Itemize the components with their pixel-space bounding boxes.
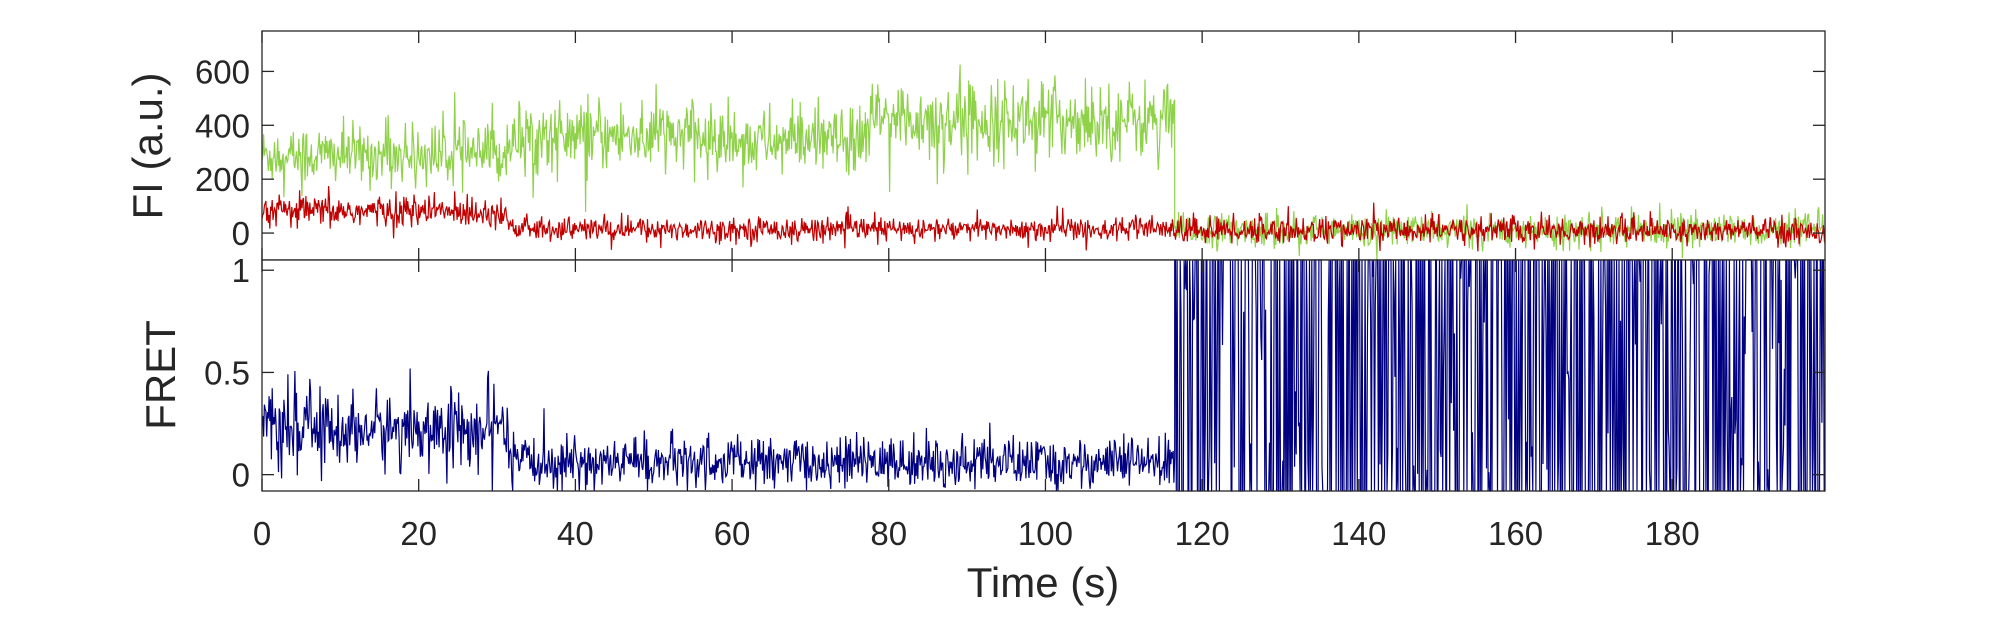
bottom-panel: 00.51 0 20 40 60 80 100 120 140 160 180 FRET Time… xyxy=(137,31,1826,606)
top-traces xyxy=(261,64,1826,261)
xtick-label: 120 xyxy=(1175,515,1230,552)
bottom-y-axis-label: FRET xyxy=(137,320,184,430)
bottom-ytick-label: 0 xyxy=(232,457,250,494)
xtick-label: 160 xyxy=(1488,515,1543,552)
xtick-label: 80 xyxy=(870,515,907,552)
top-ytick-label: 200 xyxy=(195,161,250,198)
top-y-ticks: 0 200 400 600 xyxy=(195,53,1825,252)
top-series-0-line xyxy=(261,64,1826,261)
xtick-label: 140 xyxy=(1331,515,1386,552)
bottom-axes-box xyxy=(261,259,1826,492)
top-y-axis-label: FI (a.u.) xyxy=(124,72,171,219)
xtick-label: 20 xyxy=(400,515,437,552)
bottom-x-ticks: 0 20 40 60 80 100 120 140 160 180 xyxy=(253,31,1700,552)
bottom-ytick-label: 1 xyxy=(232,252,250,289)
top-series-1-line xyxy=(261,186,1826,252)
top-ytick-label: 600 xyxy=(195,53,250,90)
x-axis-label: Time (s) xyxy=(967,559,1119,606)
bottom-ytick-label: 0.5 xyxy=(204,354,250,391)
xtick-label: 60 xyxy=(714,515,751,552)
bottom-series-0-line xyxy=(261,259,1825,492)
xtick-label: 100 xyxy=(1018,515,1073,552)
xtick-label: 180 xyxy=(1645,515,1700,552)
xtick-label: 40 xyxy=(557,515,594,552)
top-ytick-label: 400 xyxy=(195,107,250,144)
top-ytick-label: 0 xyxy=(232,215,250,252)
bottom-y-ticks: 00.51 xyxy=(204,252,1825,494)
bottom-traces xyxy=(261,259,1825,492)
top-panel: 0 200 400 600 FI (a.u.) xyxy=(124,30,1826,261)
xtick-label: 0 xyxy=(253,515,271,552)
